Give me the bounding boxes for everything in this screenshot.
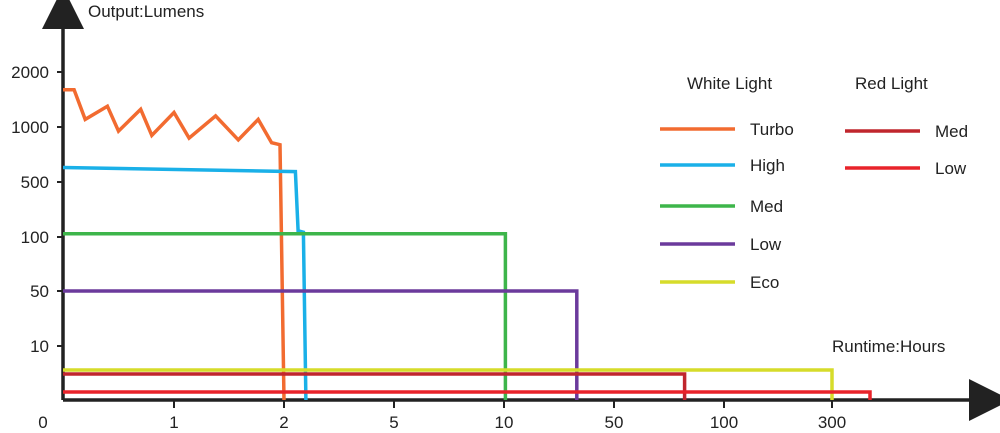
y-axis-title: Output:Lumens xyxy=(88,2,204,21)
series-line-white-light-high xyxy=(62,165,308,401)
y-tick-label: 100 xyxy=(21,228,49,247)
legend-label: Turbo xyxy=(750,120,794,139)
x-tick-label: 100 xyxy=(710,413,738,432)
legend-label: Med xyxy=(750,197,783,216)
legend-label: Low xyxy=(750,235,782,254)
x-tick-label: 1 xyxy=(169,413,178,432)
y-tick-label: 50 xyxy=(30,282,49,301)
series-line-white-light-med xyxy=(63,231,508,400)
y-tick-label: 2000 xyxy=(11,63,49,82)
y-tick-label: 1000 xyxy=(11,118,49,137)
legend: White Light Turbo High Med Low Eco Red Light Me… xyxy=(660,74,968,292)
series-line-red-light-med xyxy=(63,372,687,400)
x-tick-label: 300 xyxy=(818,413,846,432)
x-tick-label: 0 xyxy=(38,413,47,432)
x-tick-label: 50 xyxy=(605,413,624,432)
series-line-red-light-low xyxy=(63,390,872,400)
series-line-white-light-eco xyxy=(63,368,834,400)
legend-label: Med xyxy=(935,122,968,141)
series-line-white-light-turbo xyxy=(63,87,286,401)
x-tick-label: 10 xyxy=(495,413,514,432)
legend-label: Low xyxy=(935,159,967,178)
series-lines xyxy=(62,87,872,401)
x-axis-title: Runtime:Hours xyxy=(832,337,945,356)
series-line-white-light-low xyxy=(63,289,579,400)
x-axis-ticks: 0 1 2 5 10 50 100 300 xyxy=(38,400,846,432)
legend-label: Eco xyxy=(750,273,779,292)
x-tick-label: 2 xyxy=(279,413,288,432)
legend-label: High xyxy=(750,156,785,175)
y-axis-ticks: 2000 1000 500 100 50 10 xyxy=(11,63,63,356)
y-tick-label: 500 xyxy=(21,173,49,192)
x-tick-label: 5 xyxy=(389,413,398,432)
y-tick-label: 10 xyxy=(30,337,49,356)
legend-group-title: Red Light xyxy=(855,74,928,93)
legend-group-title: White Light xyxy=(687,74,772,93)
